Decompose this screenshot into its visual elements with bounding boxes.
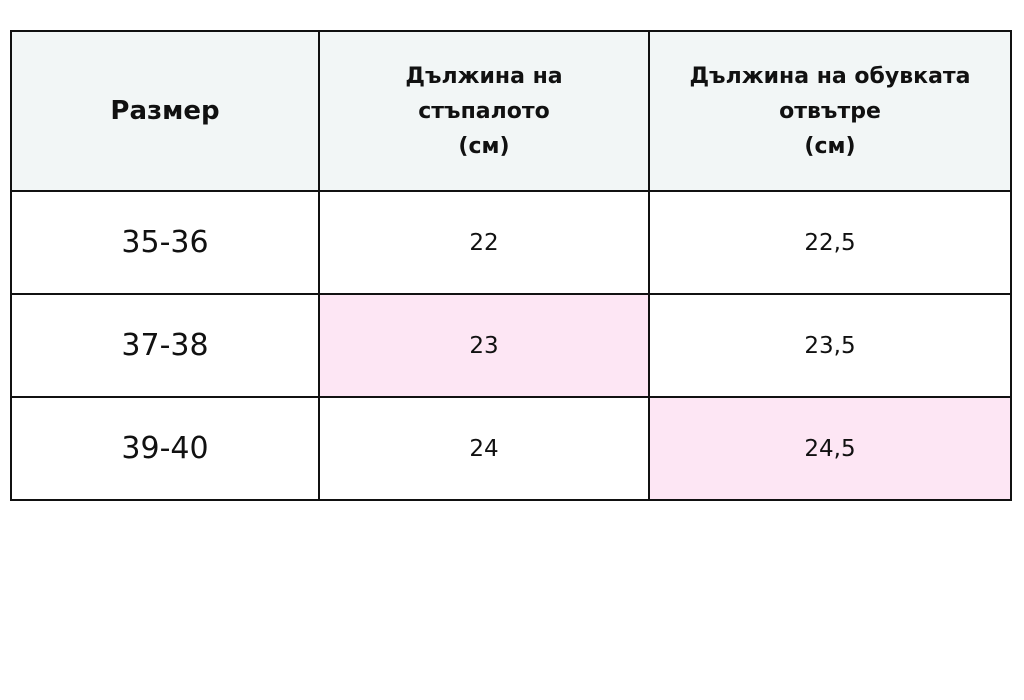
cell: 22,5	[648, 190, 1012, 295]
header-cell: Размер	[10, 30, 320, 192]
size-table: Размер Дължина на стъпалото (см) Дължина н…	[10, 30, 1012, 501]
cell: 22	[318, 190, 650, 295]
header-line: (см)	[804, 133, 856, 159]
row: 35-36 22 22,5	[10, 190, 1012, 295]
cell: 24,5	[648, 396, 1012, 501]
header-line: (см)	[458, 133, 510, 159]
cell: 37-38	[10, 293, 320, 398]
cell: 23	[318, 293, 650, 398]
header-line: Размер	[110, 95, 220, 126]
header-line: стъпалото	[418, 98, 550, 124]
cell: 23,5	[648, 293, 1012, 398]
cell: 39-40	[10, 396, 320, 501]
header-row: Размер Дължина на стъпалото (см) Дължина н…	[10, 30, 1012, 192]
header-cell: Дължина на стъпалото (см)	[318, 30, 650, 192]
cell: 24	[318, 396, 650, 501]
header-line: Дължина на	[405, 63, 563, 89]
header-line: Дължина на обувката	[689, 63, 971, 89]
cell: 35-36	[10, 190, 320, 295]
row: 39-40 24 24,5	[10, 396, 1012, 501]
row: 37-38 23 23,5	[10, 293, 1012, 398]
header-line: отвътре	[779, 98, 881, 124]
header-cell: Дължина на обувката отвътре (см)	[648, 30, 1012, 192]
